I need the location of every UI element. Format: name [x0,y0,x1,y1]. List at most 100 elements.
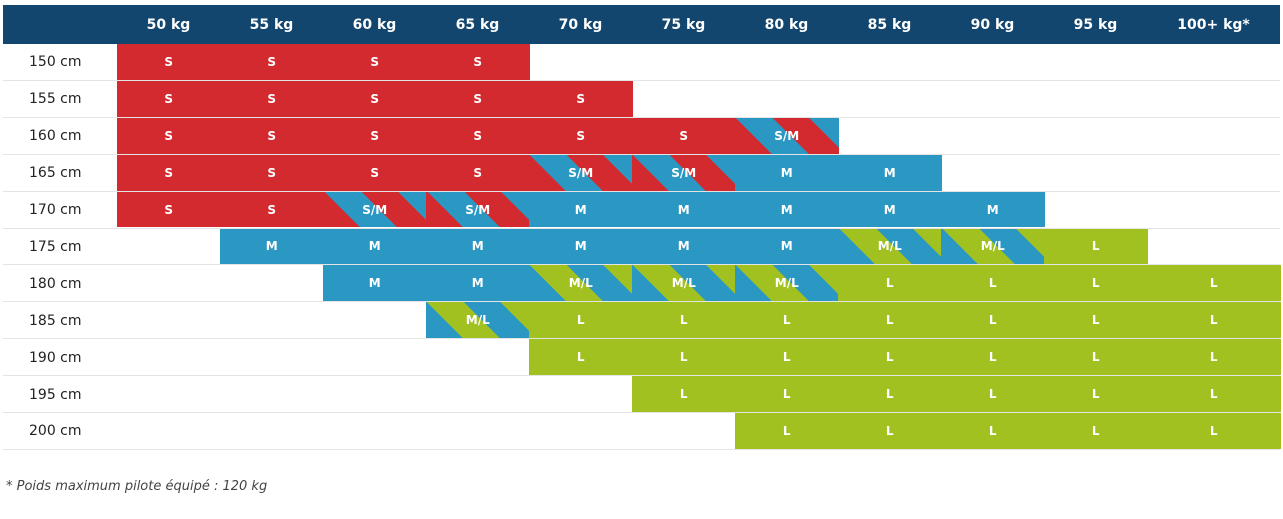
size-cell: L [632,339,736,376]
row-label: 200 cm [29,423,82,440]
size-label: L [782,350,791,365]
size-label: S/M [568,165,594,180]
row-label: 155 cm [29,91,82,108]
size-cell: L [632,376,736,412]
size-cell: M/L [529,265,633,302]
size-label: M [780,202,793,217]
size-label: M [471,239,484,254]
size-cell: M [735,191,839,228]
size-label: L [679,387,688,402]
size-cell: S [529,117,633,154]
size-cell: L [1044,413,1148,449]
size-label: S [267,202,277,217]
size-cell: L [735,302,839,339]
size-cell: S [117,80,221,117]
size-label: S [576,91,586,106]
size-label: M [471,276,484,291]
row-separator [3,412,1280,413]
size-label: M [574,239,587,254]
size-label: L [1209,350,1218,365]
size-label: L [988,350,997,365]
size-cell: L [529,339,633,376]
row-label: 195 cm [29,386,82,403]
size-label: M/L [465,313,490,328]
size-label: L [679,350,688,365]
size-cell: L [1044,265,1148,302]
row-label: 165 cm [29,165,82,182]
row-label: 170 cm [29,202,82,219]
row-separator [3,153,1280,155]
column-header: 70 kg [558,16,603,33]
size-cell: S [117,191,221,228]
size-cell: M/L [735,265,839,302]
size-label: M [368,276,381,291]
size-cell: L [838,265,942,302]
size-label: S [164,91,174,106]
size-label: L [782,387,791,402]
size-cell: L [1147,339,1281,376]
size-cell: M [529,191,633,228]
size-cell: M/L [426,302,530,339]
size-cell: M [838,154,942,191]
size-label: S [473,128,483,143]
size-cell: M [838,191,942,228]
size-label: S [164,202,174,217]
size-label: M [883,202,896,217]
size-label: M [368,239,381,254]
size-label: S/M [465,202,491,217]
size-label: M [883,165,896,180]
column-header: 60 kg [352,16,397,33]
size-cell: L [941,376,1045,412]
size-cell: L [735,376,839,412]
column-header: 75 kg [661,16,706,33]
size-label: S [267,91,277,106]
column-header: 95 kg [1073,16,1118,33]
size-label: S [576,128,586,143]
size-label: M/L [568,276,593,291]
size-label: S [267,165,277,180]
size-cell: S [220,44,324,80]
size-cell: L [838,413,942,449]
size-label: M/L [774,276,799,291]
size-label: S [370,54,380,69]
size-label: S/M [774,128,800,143]
size-label: M [265,239,278,254]
size-label: L [988,423,997,438]
header-row [3,5,1280,44]
size-cell: S [220,191,324,228]
size-cell: M [632,191,736,228]
size-cell: S [220,154,324,191]
size-label: L [576,313,585,328]
size-label: L [1091,239,1100,254]
size-label: M [574,202,587,217]
size-cell: S [117,44,221,80]
size-label: L [1209,423,1218,438]
size-label: M [986,202,999,217]
row-label: 180 cm [29,275,82,292]
size-label: L [1091,423,1100,438]
row-label: 175 cm [29,238,82,255]
size-cell: S [323,154,427,191]
size-label: L [885,350,894,365]
size-label: L [1209,387,1218,402]
size-label: L [1209,276,1218,291]
size-cell: L [1044,339,1148,376]
size-cell: L [838,302,942,339]
size-cell: L [735,413,839,449]
size-label: S [370,128,380,143]
size-label: S [370,165,380,180]
size-cell: M [632,228,736,265]
size-cell: M/L [941,228,1045,265]
size-label: M [677,202,690,217]
size-cell: S [323,117,427,154]
size-label: S [473,91,483,106]
size-label: L [1209,313,1218,328]
size-cell: S/M [426,191,530,228]
row-separator [3,338,1280,340]
size-cell: M/L [632,265,736,302]
size-cell: S [323,80,427,117]
size-cell: S [220,117,324,154]
size-cell: M [735,154,839,191]
row-separator [3,448,1280,450]
size-label: S [267,54,277,69]
